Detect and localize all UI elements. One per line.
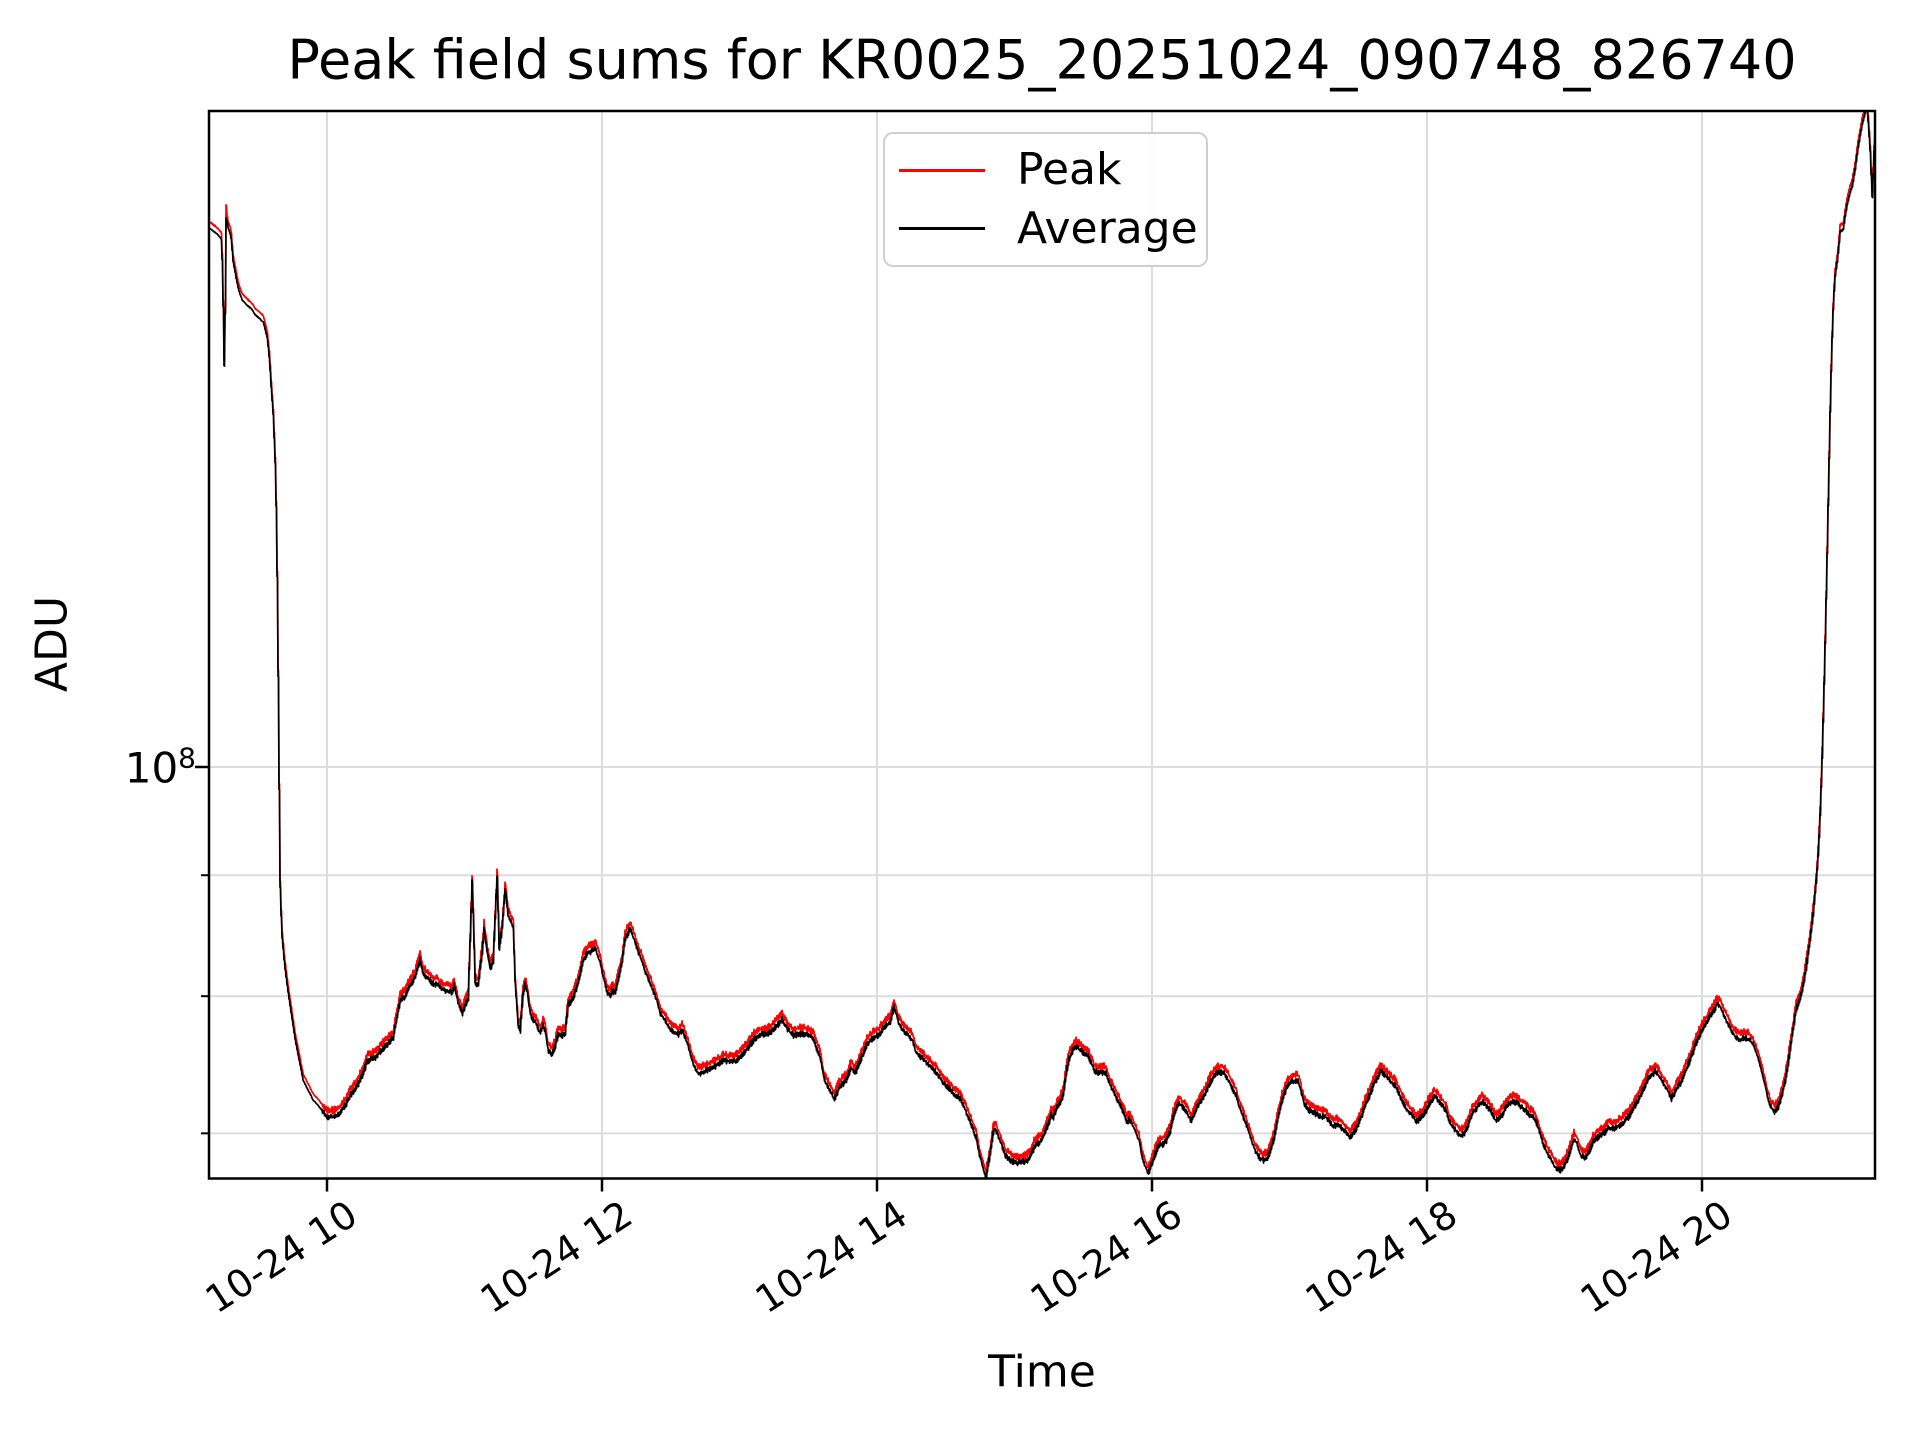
legend-row-average: Average <box>885 202 1206 254</box>
x-axis-label: Time <box>988 1346 1096 1398</box>
chart-title: Peak field sums for KR0025_20251024_0907… <box>287 28 1797 92</box>
average-line-swatch <box>899 227 985 231</box>
peak-line-swatch <box>899 168 985 172</box>
legend-label-average: Average <box>1017 202 1198 254</box>
legend: Peak Average <box>883 132 1208 267</box>
y-tick-base: 10 <box>124 743 179 793</box>
y-tick-label-1e8: 108 <box>125 742 196 793</box>
legend-row-peak: Peak <box>885 148 1206 192</box>
y-axis-label: ADU <box>26 595 78 693</box>
legend-label-peak: Peak <box>1017 144 1122 196</box>
y-tick-exponent: 8 <box>178 741 196 775</box>
